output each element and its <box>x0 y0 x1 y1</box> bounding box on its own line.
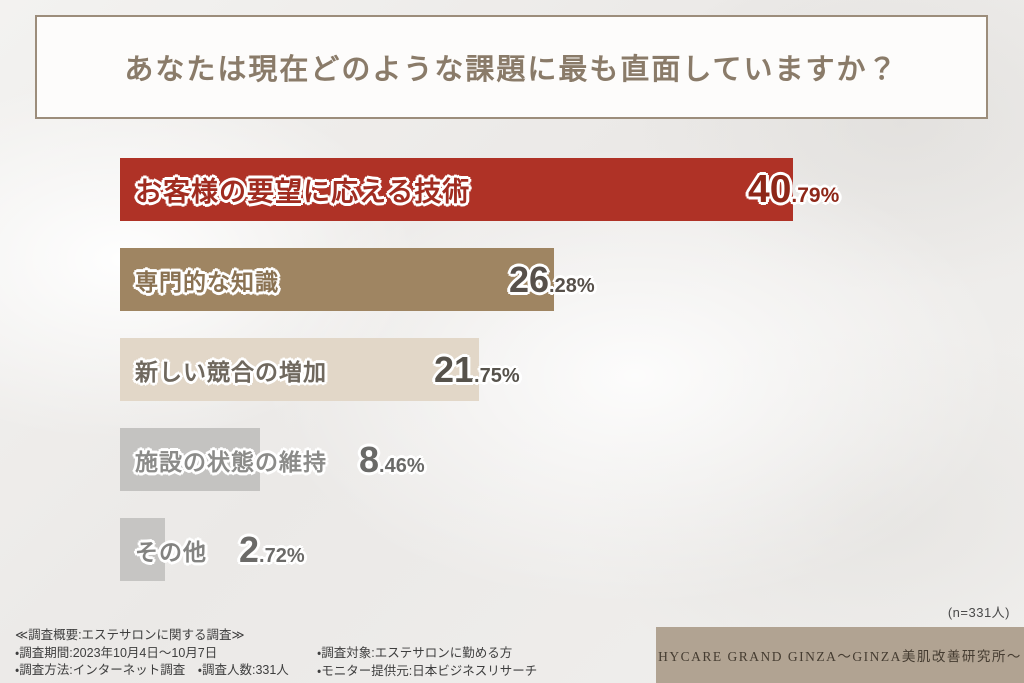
survey-method: ・調査方法:インターネット調査 ・調査人数:331人 <box>15 663 289 677</box>
bar-value: 8.46% <box>359 439 425 481</box>
question-title: あなたは現在どのような課題に最も直面していますか？ <box>124 54 899 86</box>
bar-value: 40.79% <box>748 168 839 212</box>
survey-monitor: ・モニター提供元:日本ビジネスリサーチ <box>317 663 538 678</box>
bar-value-integer: 26 <box>509 258 550 300</box>
bar-row: 施設の状態の維持 8.46% <box>120 428 1024 491</box>
bar-chart: お客様の要望に応える技術 40.79% 専門的な知識 26.28% 新しい競合の… <box>120 158 1024 608</box>
survey-period: ・調査期間:2023年10月4日〜10月7日 <box>15 645 218 660</box>
bar <box>120 518 165 581</box>
brand-name: HYCARE GRAND GINZA～GINZA美肌改善研究所～ <box>658 649 1022 664</box>
bar-value-integer: 2 <box>239 528 260 570</box>
bar-value: 2.72% <box>239 529 305 571</box>
bar-label: 施設の状態の維持 <box>135 448 327 475</box>
bar <box>120 428 260 491</box>
bar-value: 26.28% <box>509 259 595 301</box>
bar-row: 新しい競合の増加 21.75% <box>120 338 1024 401</box>
bar-row: お客様の要望に応える技術 40.79% <box>120 158 1024 221</box>
question-title-box: あなたは現在どのような課題に最も直面していますか？ <box>35 15 988 119</box>
bar-row: その他 2.72% <box>120 518 1024 581</box>
bar-value-integer: 21 <box>434 348 475 390</box>
bar-value-integer: 40 <box>748 167 792 211</box>
sample-size-note: (n=331人) <box>947 605 1010 620</box>
bar-label: 専門的な知識 <box>135 268 279 295</box>
survey-overview: ≪調査概要:エステサロンに関する調査≫ ・調査期間:2023年10月4日〜10月… <box>15 627 289 680</box>
bar-row: 専門的な知識 26.28% <box>120 248 1024 311</box>
survey-details: ・調査対象:エステサロンに勤める方 ・モニター提供元:日本ビジネスリサーチ <box>317 645 537 680</box>
bar-value-fraction: .72% <box>259 544 305 567</box>
bar-value-integer: 8 <box>359 438 380 480</box>
bar-value-fraction: .75% <box>474 364 520 387</box>
bar-label: その他 <box>135 538 207 565</box>
bar-value-fraction: .79% <box>791 183 840 207</box>
survey-target: ・調査対象:エステサロンに勤める方 <box>317 646 513 660</box>
bar-value: 21.75% <box>434 349 520 391</box>
bar-label: お客様の要望に応える技術 <box>135 177 471 207</box>
bar <box>120 158 793 221</box>
brand-banner: HYCARE GRAND GINZA～GINZA美肌改善研究所～ <box>656 627 1024 683</box>
bar <box>120 248 554 311</box>
bar-label: 新しい競合の増加 <box>135 358 327 385</box>
survey-heading: ≪調査概要:エステサロンに関する調査≫ <box>15 628 245 642</box>
bar <box>120 338 479 401</box>
bar-value-fraction: .46% <box>379 454 425 477</box>
bar-value-fraction: .28% <box>549 274 595 297</box>
